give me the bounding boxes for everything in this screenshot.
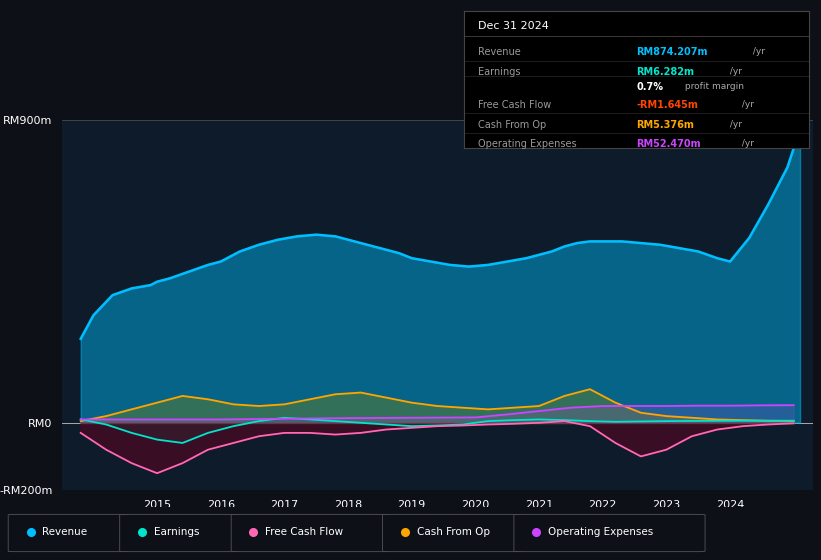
Text: profit margin: profit margin (681, 82, 744, 91)
Text: Earnings: Earnings (154, 527, 200, 537)
Text: Earnings: Earnings (478, 67, 521, 77)
Text: /yr: /yr (739, 100, 754, 109)
Text: RM6.282m: RM6.282m (636, 67, 695, 77)
Text: Operating Expenses: Operating Expenses (548, 527, 654, 537)
FancyBboxPatch shape (514, 514, 705, 552)
Text: RM5.376m: RM5.376m (636, 120, 694, 129)
Text: /yr: /yr (750, 47, 765, 56)
Text: Free Cash Flow: Free Cash Flow (478, 100, 551, 110)
Text: Free Cash Flow: Free Cash Flow (265, 527, 343, 537)
Text: Revenue: Revenue (478, 47, 521, 57)
Text: /yr: /yr (739, 139, 754, 148)
FancyBboxPatch shape (232, 514, 391, 552)
Text: -RM1.645m: -RM1.645m (636, 100, 698, 110)
Text: RM52.470m: RM52.470m (636, 139, 701, 150)
Text: Dec 31 2024: Dec 31 2024 (478, 21, 548, 31)
FancyBboxPatch shape (8, 514, 128, 552)
Text: Cash From Op: Cash From Op (417, 527, 490, 537)
Text: Revenue: Revenue (43, 527, 88, 537)
Text: /yr: /yr (727, 67, 742, 77)
Text: /yr: /yr (727, 120, 742, 129)
Text: RM874.207m: RM874.207m (636, 47, 708, 57)
Text: Cash From Op: Cash From Op (478, 120, 546, 129)
Text: 0.7%: 0.7% (636, 82, 663, 92)
FancyBboxPatch shape (383, 514, 522, 552)
Text: Operating Expenses: Operating Expenses (478, 139, 576, 150)
FancyBboxPatch shape (120, 514, 239, 552)
